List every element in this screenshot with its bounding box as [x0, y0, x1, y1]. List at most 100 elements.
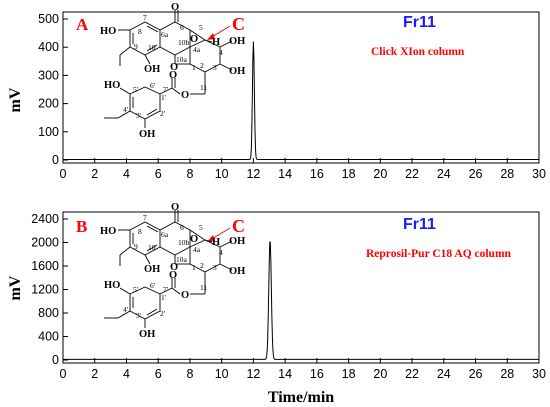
- atom-number-label: 8: [138, 27, 142, 36]
- y-tick-label: 200: [38, 97, 59, 111]
- atom-number-label: 10: [148, 243, 156, 252]
- compound-label-a: C: [232, 14, 245, 34]
- compound-arrow-b: [207, 227, 231, 242]
- atom-number-label: 9: [134, 42, 138, 51]
- atom-number-label: 10b: [178, 38, 190, 47]
- atom-number-label: 2: [200, 61, 204, 70]
- atom-label: H: [212, 237, 220, 248]
- fraction-label-b: Fr11: [403, 216, 436, 233]
- column-label-b: Reprosil-Pur C18 AQ column: [366, 248, 512, 260]
- x-tick-label: 30: [532, 367, 546, 381]
- atom-number-label: 7: [143, 13, 147, 22]
- atom-number-label: 4: [219, 248, 223, 257]
- chart-panel-b: 0 2 4 6 8 10 12 14 16 18 20 22 24 26 28 300400800120016…: [7, 202, 546, 406]
- atom-number-label: 2': [160, 309, 166, 318]
- atom-number-label: 4a: [193, 45, 201, 54]
- atom-label: OH: [139, 329, 155, 340]
- y-tick-label: 500: [38, 12, 59, 26]
- compound-arrow-a: [207, 25, 231, 40]
- bond-line: [144, 54, 151, 65]
- atom-number-label: 5: [199, 223, 203, 232]
- atom-label: O: [171, 202, 179, 213]
- atom-label: OH: [144, 64, 160, 75]
- bond-line: [159, 21, 191, 56]
- bond-line: [219, 63, 233, 71]
- x-tick-label: 30: [532, 167, 546, 181]
- atom-number-label: 6': [150, 81, 156, 90]
- atom-number-label: 6a: [161, 30, 169, 39]
- atom-number-label: 5: [199, 23, 203, 32]
- atom-number-label: 7': [163, 285, 169, 294]
- bond-line: [146, 44, 158, 52]
- x-tick-label: 12: [246, 167, 260, 181]
- y-tick-label: 1600: [31, 259, 59, 273]
- x-tick-label: 24: [437, 167, 451, 181]
- bond-line: [117, 310, 131, 319]
- x-tick-label: 12: [246, 367, 260, 381]
- bond-line: [119, 87, 131, 95]
- x-tick-label: 18: [342, 367, 356, 381]
- x-tick-label: 0: [60, 167, 67, 181]
- bond-line: [119, 46, 131, 56]
- atom-number-label: 3: [213, 263, 217, 272]
- atom-number-label: 10b: [178, 238, 190, 247]
- atom-number-label: 7': [163, 85, 169, 94]
- bond-line: [171, 87, 181, 95]
- bond-line: [159, 221, 191, 256]
- axes-ticks-b: 0 2 4 6 8 10 12 14 16 18 20 22 24 26 28 300400800120016…: [31, 212, 546, 381]
- bond-line: [146, 225, 159, 233]
- bond-line: [219, 240, 233, 248]
- x-tick-label: 16: [310, 167, 324, 181]
- column-label-a: Click XIon column: [371, 46, 465, 58]
- atom-number-label: 6: [180, 23, 184, 32]
- structure-b: HO O O OH OH OH H O O O HO OH 7 6a 6 5 8…: [100, 202, 245, 340]
- x-tick-label: 14: [278, 367, 292, 381]
- atom-number-label: 4': [123, 305, 129, 314]
- panel-label-a: A: [76, 15, 89, 34]
- atom-number-label: 2': [160, 109, 166, 118]
- x-tick-label: 22: [405, 167, 419, 181]
- x-tick-label: 2: [91, 167, 98, 181]
- x-axis-title: Time/min: [268, 389, 334, 406]
- atom-number-label: 1': [161, 293, 167, 302]
- bond-line: [219, 40, 233, 48]
- atom-label: O: [181, 90, 189, 101]
- atom-label: OH: [229, 236, 245, 247]
- atom-number-label: 6: [180, 223, 184, 232]
- x-tick-label: 24: [437, 367, 451, 381]
- y-tick-label: 2000: [31, 236, 59, 250]
- y-tick-label: 0: [52, 353, 59, 367]
- atom-number-label: 8: [138, 227, 142, 236]
- bond-line: [171, 287, 181, 295]
- x-tick-label: 2: [91, 367, 98, 381]
- atom-number-label: 1': [161, 93, 167, 102]
- atom-number-label: 11: [200, 83, 207, 92]
- atom-number-label: 3': [136, 311, 142, 320]
- x-tick-label: 8: [186, 167, 193, 181]
- y-tick-label: 100: [38, 125, 59, 139]
- bond-line: [219, 263, 233, 271]
- atom-number-label: 5': [133, 285, 139, 294]
- atom-number-label: 1: [192, 263, 196, 272]
- x-tick-label: 10: [215, 167, 229, 181]
- atom-label: O: [190, 234, 198, 245]
- x-tick-label: 20: [373, 367, 387, 381]
- atom-number-label: 11: [200, 283, 207, 292]
- axes-ticks-a: 0 2 4 6 8 10 12 14 16 18 20 22 24 26 28 300100200300400…: [38, 12, 546, 181]
- atom-label: O: [169, 70, 177, 81]
- y-tick-label: 0: [52, 153, 59, 167]
- atom-label: OH: [144, 264, 160, 275]
- atom-number-label: 10a: [176, 255, 188, 264]
- atom-number-label: 4': [123, 105, 129, 114]
- x-tick-label: 6: [155, 167, 162, 181]
- bond-line: [146, 25, 159, 33]
- x-tick-label: 14: [278, 167, 292, 181]
- x-tick-label: 26: [469, 167, 483, 181]
- atom-label: OH: [229, 266, 245, 277]
- x-tick-label: 10: [215, 367, 229, 381]
- bond-line: [204, 39, 213, 43]
- atom-number-label: 9: [134, 242, 138, 251]
- x-tick-label: 8: [186, 367, 193, 381]
- atom-number-label: 6': [150, 281, 156, 290]
